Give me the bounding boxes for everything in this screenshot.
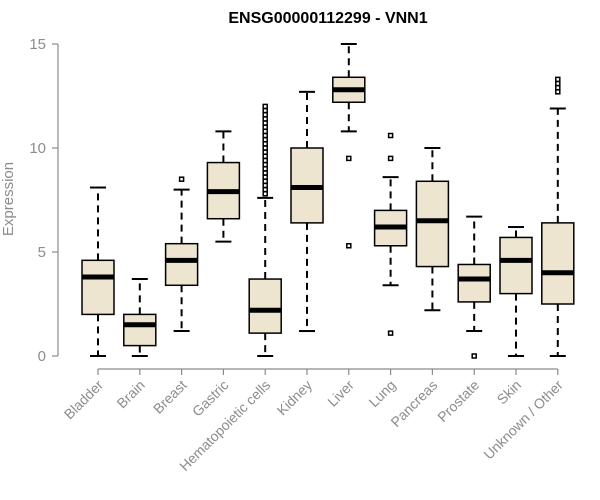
outlier-point bbox=[262, 170, 268, 176]
outlier-point bbox=[262, 145, 268, 151]
box-brain bbox=[123, 278, 157, 357]
outlier-point bbox=[262, 128, 268, 135]
outlier-point bbox=[262, 124, 268, 130]
x-tick-label: Brain bbox=[113, 377, 147, 411]
axes: 0 5 10 15 bbox=[29, 36, 559, 375]
box-gastric bbox=[206, 130, 241, 243]
outlier-point bbox=[555, 76, 561, 83]
outlier-point bbox=[346, 155, 352, 162]
outlier-point bbox=[262, 116, 268, 122]
box-bladder bbox=[81, 186, 115, 357]
x-tick-label: Unknown / Other bbox=[480, 377, 566, 463]
outlier-point bbox=[262, 161, 268, 168]
outlier-point bbox=[471, 353, 477, 359]
boxes bbox=[81, 43, 575, 359]
box-hematopoietic-cells bbox=[248, 103, 282, 357]
iqr-box bbox=[457, 263, 491, 303]
iqr-box bbox=[541, 222, 575, 305]
outlier-point bbox=[262, 153, 268, 160]
x-tick-label: Prostate bbox=[434, 377, 482, 425]
outlier-point bbox=[262, 132, 268, 139]
box-liver bbox=[332, 43, 366, 249]
x-tick-label: Liver bbox=[324, 377, 357, 410]
box-prostate bbox=[457, 215, 491, 359]
x-tick-label: Breast bbox=[150, 377, 190, 417]
x-tick-label: Skin bbox=[494, 377, 525, 408]
iqr-box bbox=[415, 180, 450, 268]
iqr-box bbox=[81, 259, 115, 316]
outlier-point bbox=[346, 243, 352, 249]
outlier-point bbox=[262, 107, 268, 114]
outlier-point bbox=[555, 84, 561, 91]
outlier-point bbox=[262, 111, 268, 118]
outlier-point bbox=[262, 166, 268, 172]
outlier-point bbox=[178, 176, 185, 182]
outlier-point bbox=[262, 136, 268, 143]
outlier-point bbox=[262, 182, 268, 189]
outlier-point bbox=[387, 132, 394, 139]
outlier-point bbox=[262, 186, 268, 193]
iqr-box bbox=[164, 242, 199, 287]
iqr-box bbox=[248, 278, 282, 334]
iqr-box bbox=[123, 313, 157, 347]
outlier-point bbox=[262, 174, 268, 180]
x-tick-label: Lung bbox=[365, 377, 398, 410]
outlier-point bbox=[262, 103, 268, 110]
chart-title: ENSG00000112299 - VNN1 bbox=[228, 10, 427, 27]
y-tick-label: 5 bbox=[38, 244, 46, 261]
x-tick-label: Bladder bbox=[61, 377, 107, 423]
outlier-point bbox=[262, 157, 268, 164]
box-skin bbox=[499, 226, 533, 357]
outlier-point bbox=[262, 178, 268, 185]
y-tick-label: 15 bbox=[29, 36, 46, 53]
box-kidney bbox=[290, 90, 324, 333]
outlier-point bbox=[555, 80, 561, 87]
box-pancreas bbox=[415, 147, 450, 312]
outlier-point bbox=[262, 120, 268, 126]
outlier-point bbox=[262, 191, 268, 197]
box-lung bbox=[373, 132, 408, 336]
y-tick-label: 0 bbox=[38, 348, 46, 365]
box-unknown-other bbox=[541, 76, 575, 357]
y-tick-label: 10 bbox=[29, 140, 46, 157]
outlier-point bbox=[555, 89, 561, 95]
x-tick-label: Kidney bbox=[274, 377, 316, 419]
y-axis-label: Expression bbox=[0, 162, 17, 236]
outlier-point bbox=[262, 141, 268, 147]
outlier-point bbox=[262, 149, 268, 155]
outlier-point bbox=[387, 155, 394, 162]
outlier-point bbox=[387, 330, 394, 336]
iqr-box bbox=[499, 236, 533, 295]
box-breast bbox=[164, 176, 199, 333]
